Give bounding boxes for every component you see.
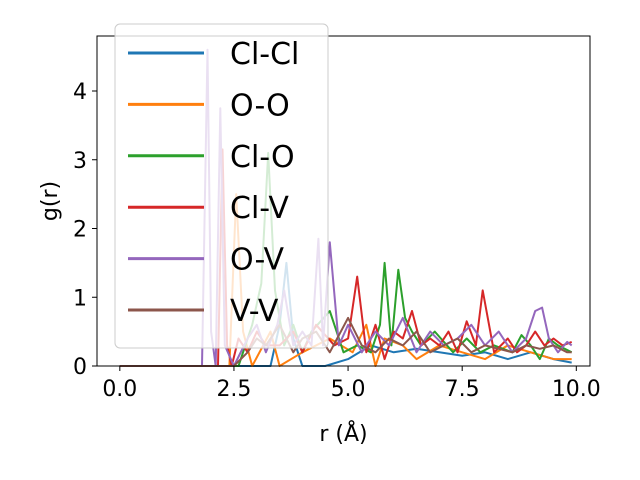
x-tick-label: 2.5 [216, 377, 251, 402]
y-axis: 0 1 2 3 4 [73, 80, 97, 380]
legend-label-5: V-V [230, 294, 279, 329]
legend-label-0: Cl-Cl [230, 37, 299, 72]
x-axis-title: r (Å) [319, 420, 367, 447]
y-tick-label: 0 [73, 355, 87, 380]
x-tick-label: 5.0 [331, 377, 366, 402]
legend-label-4: O-V [230, 243, 285, 278]
legend-label-3: Cl-V [230, 191, 289, 226]
x-tick-label: 7.5 [445, 377, 480, 402]
legend-label-2: Cl-O [230, 140, 295, 175]
y-tick-label: 2 [73, 218, 87, 243]
y-tick-label: 4 [73, 80, 87, 105]
y-axis-title: g(r) [38, 181, 63, 221]
x-tick-label: 0.0 [102, 377, 137, 402]
x-axis: 0.0 2.5 5.0 7.5 10.0 [102, 366, 601, 402]
x-tick-label: 10.0 [552, 377, 601, 402]
legend: Cl-Cl O-O Cl-O Cl-V O-V V-V [114, 23, 329, 349]
y-tick-label: 3 [73, 149, 87, 174]
y-tick-label: 1 [73, 286, 87, 311]
legend-box [114, 23, 329, 349]
legend-label-1: O-O [230, 88, 290, 123]
plot-frame [96, 35, 591, 367]
